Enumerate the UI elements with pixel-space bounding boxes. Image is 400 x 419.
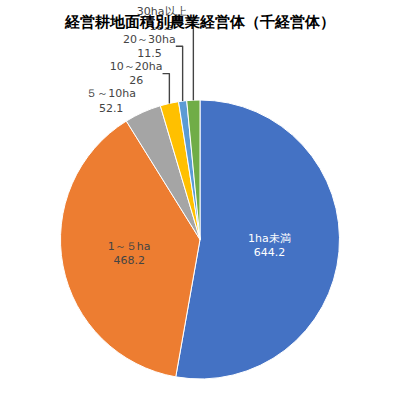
svg-text:30ha以上18.5: 30ha以上18.5 (137, 5, 187, 32)
svg-text:1～５ha468.2: 1～５ha468.2 (108, 240, 151, 267)
svg-text:10～20ha26: 10～20ha26 (110, 60, 163, 87)
svg-text:経営耕地面積別農業経営体（千経営体）: 経営耕地面積別農業経営体（千経営体） (64, 13, 335, 31)
svg-text:５～10ha52.1: ５～10ha52.1 (86, 87, 136, 114)
svg-text:20～30ha11.5: 20～30ha11.5 (123, 33, 176, 60)
svg-text:1ha未満644.2: 1ha未満644.2 (248, 232, 291, 259)
